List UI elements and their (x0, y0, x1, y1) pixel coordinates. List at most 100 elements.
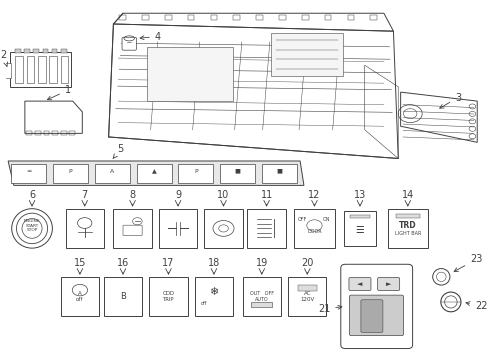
Text: A
off: A off (76, 291, 84, 302)
Bar (15, 49, 21, 53)
Bar (370, 15, 377, 20)
Bar (325, 15, 331, 20)
Bar (347, 15, 354, 20)
Text: DOOR: DOOR (307, 229, 322, 234)
Bar (43, 49, 49, 53)
Text: 11: 11 (261, 190, 273, 200)
Text: A: A (110, 169, 115, 174)
Text: P: P (194, 169, 197, 174)
Text: 4: 4 (140, 32, 161, 41)
FancyBboxPatch shape (343, 211, 376, 246)
Bar (262, 164, 297, 183)
Text: 12: 12 (308, 190, 320, 200)
FancyBboxPatch shape (149, 277, 188, 316)
FancyBboxPatch shape (104, 277, 142, 316)
FancyBboxPatch shape (61, 277, 99, 316)
Bar (119, 15, 126, 20)
Bar (188, 15, 195, 20)
Bar (70, 131, 75, 135)
Bar (178, 164, 213, 183)
FancyBboxPatch shape (122, 37, 136, 50)
Bar (49, 56, 57, 83)
Bar (26, 56, 34, 83)
FancyBboxPatch shape (378, 278, 400, 291)
Text: 7: 7 (81, 190, 88, 200)
FancyBboxPatch shape (247, 209, 286, 248)
Bar (137, 164, 172, 183)
Bar (220, 164, 255, 183)
Bar (350, 215, 369, 219)
Text: B: B (120, 292, 126, 301)
Text: ►: ► (386, 281, 392, 287)
Text: ❄: ❄ (209, 287, 219, 297)
FancyBboxPatch shape (288, 277, 326, 316)
FancyBboxPatch shape (159, 209, 197, 248)
Bar (44, 131, 49, 135)
FancyBboxPatch shape (66, 209, 104, 248)
Text: 21: 21 (318, 304, 342, 314)
Bar (61, 56, 69, 83)
FancyBboxPatch shape (113, 209, 152, 248)
Text: ■: ■ (276, 169, 282, 174)
FancyBboxPatch shape (195, 277, 233, 316)
Text: 16: 16 (117, 258, 129, 268)
Text: ≈: ≈ (26, 169, 31, 174)
FancyBboxPatch shape (341, 264, 413, 348)
Bar (15, 56, 23, 83)
Bar (233, 15, 240, 20)
FancyBboxPatch shape (361, 300, 383, 332)
Text: 10: 10 (218, 190, 230, 200)
Bar (251, 302, 272, 307)
Text: ■: ■ (235, 169, 241, 174)
Text: OFF: OFF (298, 217, 307, 222)
Text: 20: 20 (301, 258, 314, 268)
Text: 1: 1 (48, 85, 71, 100)
FancyBboxPatch shape (243, 277, 281, 316)
Text: ODD
TRIP: ODD TRIP (163, 291, 174, 302)
FancyBboxPatch shape (349, 278, 371, 291)
Text: 19: 19 (256, 258, 268, 268)
Bar (51, 49, 57, 53)
Bar (256, 15, 263, 20)
FancyBboxPatch shape (147, 47, 233, 101)
Bar (33, 49, 39, 53)
FancyBboxPatch shape (9, 52, 72, 87)
Text: P: P (69, 169, 73, 174)
Text: 8: 8 (129, 190, 136, 200)
Bar (53, 164, 88, 183)
Text: ☰: ☰ (356, 225, 365, 235)
Bar (142, 15, 148, 20)
Text: 2: 2 (0, 50, 7, 66)
FancyBboxPatch shape (388, 209, 428, 248)
Bar (61, 131, 67, 135)
Text: 17: 17 (162, 258, 174, 268)
Text: 18: 18 (208, 258, 220, 268)
Text: ENGINE
START
STOP: ENGINE START STOP (24, 219, 40, 232)
Bar (279, 15, 286, 20)
Text: OUT   OFF
AUTO: OUT OFF AUTO (250, 291, 274, 302)
Bar (302, 15, 309, 20)
Text: 15: 15 (74, 258, 86, 268)
Text: 5: 5 (113, 144, 124, 159)
Text: off: off (201, 301, 208, 306)
Text: TRD: TRD (399, 221, 416, 230)
Bar (95, 164, 130, 183)
Bar (298, 285, 317, 291)
FancyBboxPatch shape (123, 225, 142, 235)
Bar (24, 49, 30, 53)
Bar (211, 15, 217, 20)
Text: ON: ON (323, 217, 330, 222)
FancyBboxPatch shape (294, 209, 335, 248)
Bar (26, 131, 32, 135)
Text: 13: 13 (354, 190, 366, 200)
FancyBboxPatch shape (271, 33, 343, 76)
Bar (61, 49, 67, 53)
Bar (165, 15, 172, 20)
Text: 3: 3 (440, 93, 461, 108)
FancyBboxPatch shape (349, 295, 403, 336)
FancyBboxPatch shape (204, 209, 243, 248)
Bar (11, 164, 47, 183)
Bar (396, 214, 420, 218)
Text: ◄: ◄ (357, 281, 363, 287)
Text: LIGHT BAR: LIGHT BAR (394, 231, 421, 236)
